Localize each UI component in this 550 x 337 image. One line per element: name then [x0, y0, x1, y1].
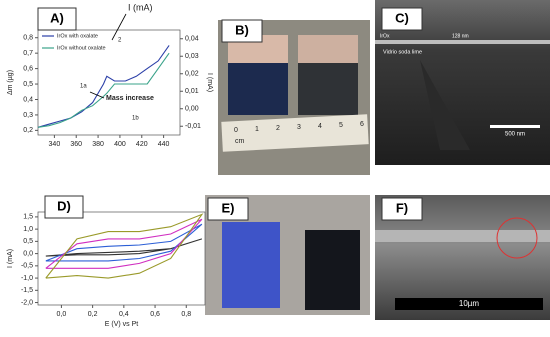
annotation: 2 — [118, 38, 122, 44]
x-tick-label: 0,6 — [150, 311, 160, 318]
series-line — [45, 238, 203, 257]
ruler-number: 1 — [255, 126, 259, 133]
y-tick-label: -0,5 — [21, 263, 33, 270]
y2-tick-label: 0,02 — [185, 71, 199, 78]
y-tick-label: 0,5 — [23, 81, 33, 88]
x-tick-label: 340 — [49, 141, 61, 148]
photo-f: 10µm F) — [375, 195, 550, 320]
layer-label: IrOx — [380, 33, 390, 39]
y-tick-label: 1,5 — [23, 214, 33, 221]
plot-frame — [37, 29, 181, 136]
plot-frame — [37, 211, 206, 306]
panel-label-box — [37, 7, 77, 31]
panel-label: A) — [50, 10, 64, 25]
panel-label-box — [44, 195, 84, 219]
panel-label: C) — [395, 10, 409, 25]
substrate-label: Vidrio soda lime — [383, 49, 422, 55]
x-tick-label: 360 — [70, 141, 82, 148]
x-tick-label: 400 — [114, 141, 126, 148]
series-line — [45, 218, 203, 269]
ruler-number: 6 — [360, 121, 364, 128]
y-tick-label: 0,3 — [23, 112, 33, 119]
y2-tick-label: 0,04 — [185, 36, 199, 43]
y2-tick-label: 0,01 — [185, 88, 199, 95]
ruler-number: 3 — [297, 124, 301, 131]
y-tick-label: -1,5 — [21, 287, 33, 294]
series-line — [37, 52, 170, 128]
x-tick-label: 420 — [136, 141, 148, 148]
y-axis-label: I (mA) — [7, 249, 14, 268]
x-tick-label: 440 — [158, 141, 170, 148]
scale-label: 500 nm — [505, 132, 525, 138]
y2-tick-label: 0,00 — [185, 106, 199, 113]
annotation: 1a — [80, 84, 87, 90]
y2-axis-label: I (mA) — [206, 73, 213, 92]
series-line — [45, 213, 204, 279]
y-axis-label: Δm (µg) — [7, 70, 14, 95]
ruler-number: 0 — [234, 127, 238, 134]
annotation-arrow — [89, 91, 105, 99]
annotation: Mass increase — [106, 95, 154, 102]
x-axis-label: E (V) vs Pt — [105, 321, 139, 328]
y2-tick-label: 0,03 — [185, 53, 199, 60]
panel-label: E) — [222, 200, 235, 215]
panel-label: B) — [235, 22, 249, 37]
legend-label: IrOx without oxalate — [57, 45, 106, 51]
series-line — [37, 45, 170, 128]
photo-e: E) — [205, 195, 370, 315]
x-tick-label: 0,4 — [119, 311, 129, 318]
x-tick-label: 0,8 — [181, 311, 191, 318]
x-tick-label: 0,0 — [57, 311, 67, 318]
x-tick-label: 0,2 — [88, 311, 98, 318]
annotation: I (mA) — [128, 2, 153, 12]
ruler-number: 4 — [318, 123, 322, 130]
y-tick-label: 0,4 — [23, 96, 33, 103]
thickness-label: 128 nm — [452, 33, 469, 39]
x-tick-label: 380 — [92, 141, 104, 148]
annotation-arrow — [111, 13, 127, 41]
photo-b: cm B) — [218, 19, 370, 175]
legend-label: IrOx with oxalate — [57, 33, 98, 39]
y-tick-label: -1,0 — [21, 275, 33, 282]
scale-label: 10µm — [459, 299, 480, 308]
series-line — [45, 223, 203, 262]
panel-label: D) — [57, 198, 71, 213]
ruler-number: 5 — [339, 122, 343, 129]
y-tick-label: 0,5 — [23, 238, 33, 245]
y2-tick-label: -0,01 — [185, 123, 201, 130]
panel-label: F) — [396, 200, 408, 215]
y-tick-label: 1,0 — [23, 226, 33, 233]
y-tick-label: 0,8 — [23, 35, 33, 42]
y-tick-label: -2,0 — [21, 299, 33, 306]
annotation: 1b — [132, 116, 139, 122]
ruler-unit: cm — [235, 138, 245, 145]
ruler-number: 2 — [276, 125, 280, 132]
y-tick-label: 0,7 — [23, 50, 33, 57]
y-tick-label: 0,2 — [23, 127, 33, 134]
y-tick-label: 0,0 — [23, 250, 33, 257]
photo-c: IrOx 128 nm Vidrio soda lime 500 nm C) — [375, 0, 550, 165]
y-tick-label: 0,6 — [23, 65, 33, 72]
